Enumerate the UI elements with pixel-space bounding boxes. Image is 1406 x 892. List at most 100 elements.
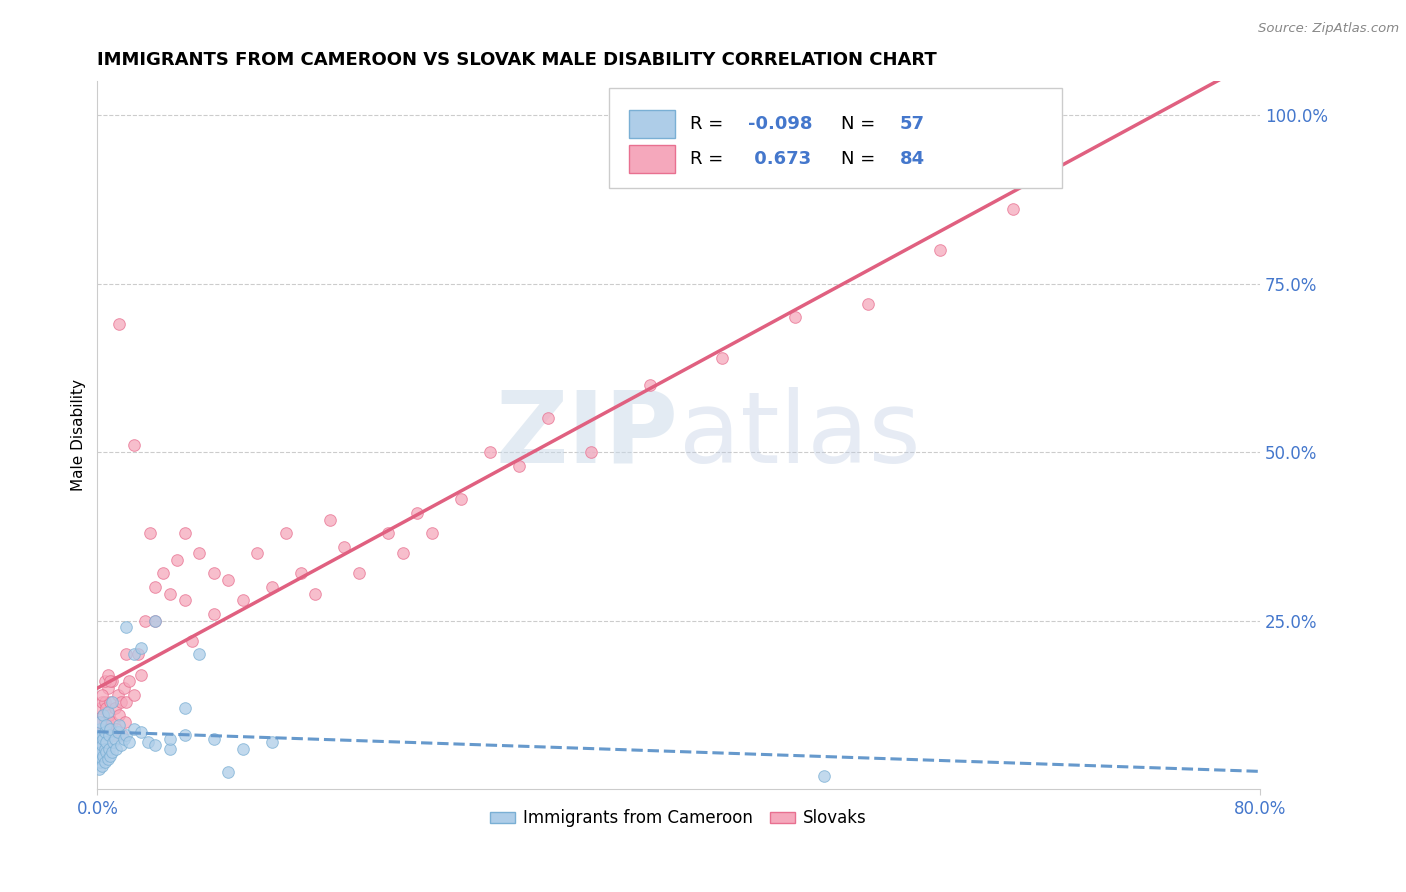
- Point: [89, 741, 111, 756]
- Point: [90, 741, 112, 756]
- Point: [89, 714, 111, 729]
- Point: [108, 718, 131, 732]
- Point: [98, 728, 121, 742]
- Point: [90, 728, 112, 742]
- Point: [87, 714, 110, 729]
- Point: [783, 310, 806, 325]
- Point: [112, 731, 135, 746]
- Point: [101, 674, 124, 689]
- Point: [391, 546, 413, 560]
- Point: [98, 741, 121, 756]
- Point: [89, 748, 111, 763]
- Point: [813, 769, 835, 783]
- Point: [260, 735, 283, 749]
- Point: [173, 728, 195, 742]
- Text: 57: 57: [900, 115, 925, 133]
- Point: [276, 526, 298, 541]
- Point: [118, 674, 141, 689]
- Point: [115, 695, 138, 709]
- Text: atlas: atlas: [679, 387, 921, 483]
- Point: [202, 607, 225, 621]
- Point: [103, 735, 125, 749]
- Point: [101, 714, 124, 729]
- Point: [93, 756, 115, 770]
- Point: [107, 688, 129, 702]
- Point: [96, 752, 118, 766]
- Point: [122, 688, 145, 702]
- FancyBboxPatch shape: [628, 145, 675, 173]
- Point: [89, 701, 111, 715]
- FancyBboxPatch shape: [628, 110, 675, 138]
- Point: [115, 620, 138, 634]
- Point: [110, 695, 132, 709]
- Point: [93, 741, 115, 756]
- Point: [96, 667, 118, 681]
- Point: [100, 695, 122, 709]
- Point: [508, 458, 530, 473]
- Point: [638, 377, 661, 392]
- Point: [91, 708, 114, 723]
- Point: [134, 614, 156, 628]
- Point: [96, 705, 118, 719]
- Point: [145, 580, 167, 594]
- Point: [101, 695, 124, 709]
- Point: [91, 735, 114, 749]
- Point: [87, 748, 110, 763]
- Point: [188, 546, 211, 560]
- Point: [173, 593, 195, 607]
- Point: [101, 745, 124, 759]
- Point: [347, 566, 370, 581]
- Point: [260, 580, 283, 594]
- Point: [319, 512, 342, 526]
- Point: [100, 722, 122, 736]
- Point: [173, 526, 195, 541]
- Point: [93, 674, 115, 689]
- Point: [406, 506, 429, 520]
- Point: [202, 566, 225, 581]
- Point: [217, 765, 239, 780]
- Point: [93, 741, 115, 756]
- Point: [87, 741, 110, 756]
- Point: [159, 587, 181, 601]
- Text: IMMIGRANTS FROM CAMEROON VS SLOVAK MALE DISABILITY CORRELATION CHART: IMMIGRANTS FROM CAMEROON VS SLOVAK MALE …: [97, 51, 938, 69]
- Point: [105, 722, 128, 736]
- Text: 84: 84: [900, 150, 925, 169]
- Point: [122, 648, 145, 662]
- Point: [173, 701, 195, 715]
- Text: 0.673: 0.673: [748, 150, 811, 169]
- Point: [304, 587, 326, 601]
- Point: [90, 739, 112, 753]
- Point: [159, 731, 181, 746]
- Point: [136, 735, 159, 749]
- Point: [108, 317, 131, 331]
- Point: [96, 714, 118, 729]
- Point: [107, 725, 129, 739]
- Point: [94, 718, 117, 732]
- Point: [581, 445, 603, 459]
- Point: [103, 728, 125, 742]
- Point: [122, 438, 145, 452]
- Text: -0.098: -0.098: [748, 115, 813, 133]
- Text: Source: ZipAtlas.com: Source: ZipAtlas.com: [1258, 22, 1399, 36]
- Point: [118, 735, 141, 749]
- Point: [420, 526, 443, 541]
- Point: [111, 728, 134, 742]
- Point: [138, 526, 160, 541]
- Point: [145, 614, 167, 628]
- Point: [115, 648, 138, 662]
- Point: [87, 762, 110, 776]
- Point: [90, 728, 112, 742]
- Point: [100, 722, 122, 736]
- Point: [94, 745, 117, 759]
- Point: [100, 674, 122, 689]
- Point: [929, 243, 952, 257]
- Point: [711, 351, 734, 365]
- Point: [129, 640, 152, 655]
- Point: [96, 681, 118, 695]
- Point: [94, 735, 117, 749]
- Point: [94, 735, 117, 749]
- Point: [159, 741, 181, 756]
- Legend: Immigrants from Cameroon, Slovaks: Immigrants from Cameroon, Slovaks: [484, 803, 873, 834]
- Point: [1001, 202, 1024, 217]
- Point: [478, 445, 501, 459]
